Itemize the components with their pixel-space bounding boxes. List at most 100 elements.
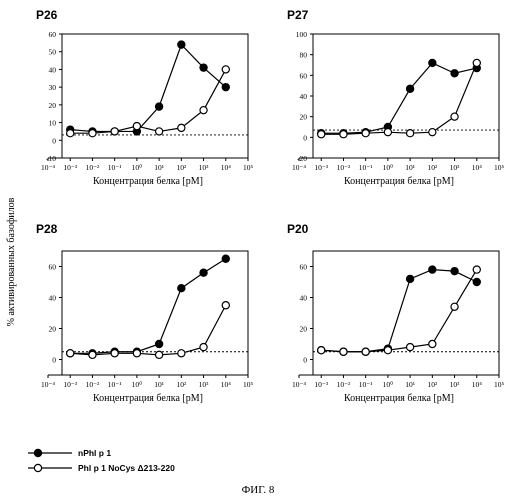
x-tick-label: 10¹ [154,163,164,172]
x-axis-label: Концентрация белка [pM] [93,393,203,404]
x-tick-label: 10² [176,163,187,172]
x-tick-label: 10³ [450,380,461,389]
data-point-open [89,351,96,358]
panel-title: P27 [287,8,309,22]
data-point-filled [222,255,229,262]
data-point-open [133,350,140,357]
y-tick-label: 40 [300,92,308,101]
y-tick-label: 20 [300,325,308,334]
x-tick-label: 10⁻² [86,163,100,172]
panel-p27: P2710⁻⁴10⁻³10⁻²10⁻¹10⁰10¹10²10³10⁴10⁵-20… [287,8,504,187]
data-point-filled [429,266,436,273]
y-tick-label: 40 [300,294,308,303]
y-tick-label: 40 [49,65,57,74]
data-point-open [178,350,185,357]
x-tick-label: 10⁵ [243,380,254,389]
x-tick-label: 10⁻³ [314,380,328,389]
panel-p28: P2810⁻⁴10⁻³10⁻²10⁻¹10⁰10¹10²10³10⁴10⁵020… [36,222,253,404]
data-point-filled [178,285,185,292]
x-tick-label: 10³ [199,163,210,172]
x-tick-label: 10⁰ [132,163,143,172]
x-tick-label: 10¹ [405,163,415,172]
data-point-filled [156,340,163,347]
data-point-open [67,350,74,357]
data-point-filled [451,268,458,275]
x-tick-label: 10⁴ [472,163,483,172]
x-tick-label: 10² [427,163,438,172]
data-point-open [133,123,140,130]
x-tick-label: 10⁴ [221,163,232,172]
y-tick-label: 50 [49,48,57,57]
y-tick-label: 80 [300,51,308,60]
data-point-filled [473,278,480,285]
data-point-open [362,130,369,137]
panel-title: P28 [36,222,58,236]
x-tick-label: 10¹ [405,380,415,389]
y-tick-label: 20 [49,101,57,110]
x-tick-label: 10⁻⁴ [41,380,55,389]
data-point-filled [222,84,229,91]
x-tick-label: 10⁻¹ [359,380,373,389]
data-point-open [407,130,414,137]
chart-panels: P2610⁻⁴10⁻³10⁻²10⁻¹10⁰10¹10²10³10⁴10⁵-10… [36,8,504,404]
x-tick-label: 10⁴ [472,380,483,389]
x-tick-label: 10⁰ [383,163,394,172]
data-point-open [156,351,163,358]
y-tick-label: 30 [49,83,57,92]
x-tick-label: 10⁴ [221,380,232,389]
legend-marker-filled [34,449,41,456]
x-tick-label: 10⁻¹ [108,380,122,389]
x-tick-label: 10³ [199,380,210,389]
y-tick-label: 20 [300,113,308,122]
data-point-open [111,350,118,357]
y-tick-label: 0 [52,136,56,145]
x-tick-label: 10⁵ [494,380,505,389]
data-point-filled [178,41,185,48]
y-tick-label: -10 [46,154,56,163]
y-tick-label: -20 [297,154,307,163]
data-point-filled [200,64,207,71]
data-point-filled [407,275,414,282]
data-point-open [340,131,347,138]
y-tick-label: 100 [296,30,308,39]
panel-title: P20 [287,222,309,236]
x-tick-label: 10² [427,380,438,389]
data-point-open [67,130,74,137]
x-tick-label: 10⁻⁴ [41,163,55,172]
x-axis-label: Концентрация белка [pM] [344,176,454,187]
series-line-phl-p1-nocys [70,69,226,133]
y-tick-label: 60 [49,30,57,39]
y-tick-label: 40 [49,294,57,303]
x-tick-label: 10³ [450,163,461,172]
x-tick-label: 10⁻¹ [108,163,122,172]
data-point-open [89,130,96,137]
x-tick-label: 10⁻³ [314,163,328,172]
x-tick-label: 10⁻¹ [359,163,373,172]
plot-frame [313,251,499,375]
plot-frame [62,34,248,158]
legend: nPhl p 1Phl p 1 NoCys Δ213-220 [28,448,175,473]
x-tick-label: 10² [176,380,187,389]
data-point-open [222,66,229,73]
legend-label: nPhl p 1 [78,448,111,458]
data-point-open [111,128,118,135]
x-axis-label: Концентрация белка [pM] [93,176,203,187]
panel-p26: P2610⁻⁴10⁻³10⁻²10⁻¹10⁰10¹10²10³10⁴10⁵-10… [36,8,253,187]
data-point-open [473,59,480,66]
data-point-open [407,344,414,351]
y-axis-label: % активированных базофилов [6,197,17,326]
x-tick-label: 10⁻³ [63,163,77,172]
data-point-open [473,266,480,273]
series-line-nphl-p1 [70,45,226,132]
data-point-filled [451,70,458,77]
figure-caption: ФИГ. 8 [242,484,275,496]
x-tick-label: 10⁰ [383,380,394,389]
x-tick-label: 10⁵ [243,163,254,172]
x-tick-label: 10⁻³ [63,380,77,389]
data-point-open [318,131,325,138]
x-tick-label: 10⁻² [337,380,351,389]
data-point-open [222,302,229,309]
data-point-open [200,344,207,351]
data-point-filled [156,103,163,110]
